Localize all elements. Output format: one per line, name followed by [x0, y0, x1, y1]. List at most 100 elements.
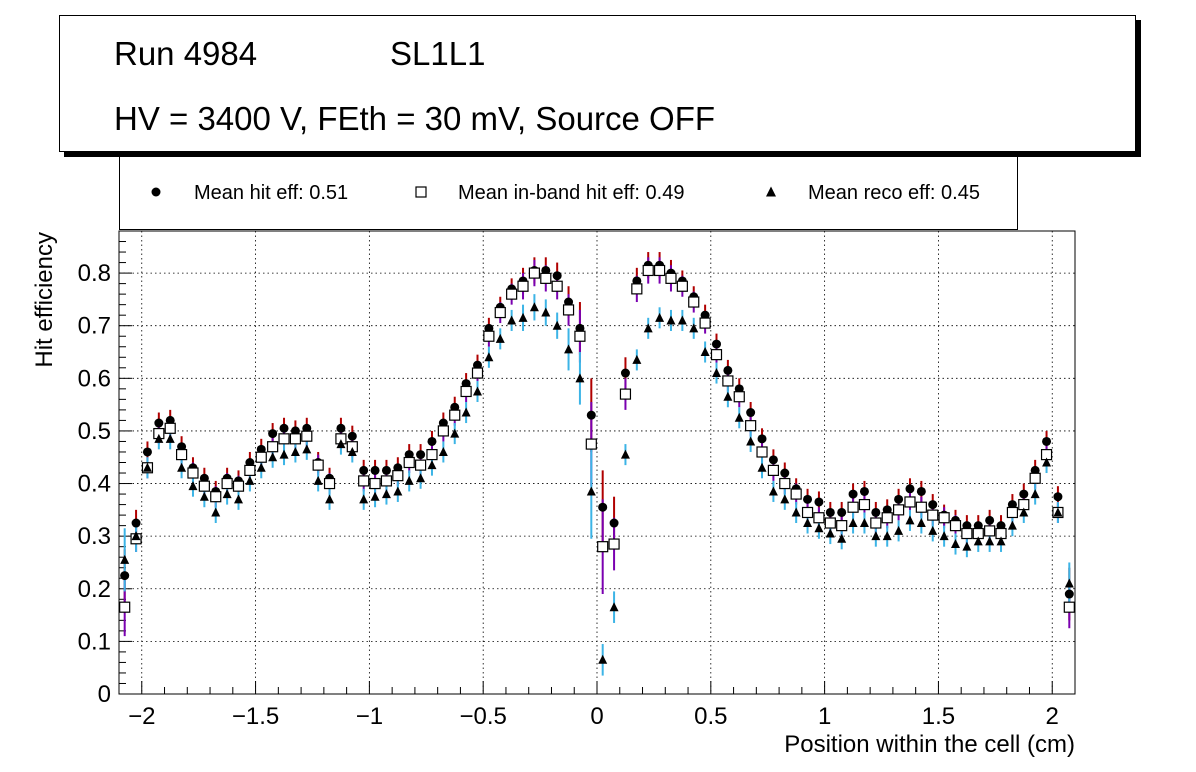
point-hit	[985, 515, 995, 525]
point-inband	[187, 467, 199, 479]
point-inband	[653, 264, 666, 277]
point-hit	[165, 415, 175, 425]
point-reco	[666, 315, 676, 325]
point-inband	[358, 475, 370, 487]
point-inband	[540, 272, 552, 284]
point-reco	[973, 536, 983, 546]
y-tick-label: 0.3	[78, 523, 111, 550]
conditions-label: HV = 3400 V, FEth = 30 mV, Source OFF	[114, 100, 716, 137]
point-hit	[120, 571, 130, 581]
point-inband	[608, 538, 620, 550]
point-reco	[609, 602, 619, 612]
error-bars	[123, 252, 1071, 676]
point-hit	[734, 384, 744, 394]
point-hit	[336, 423, 346, 433]
point-inband	[961, 527, 973, 540]
title-box: Run 4984 SL1L1 HV = 3400 V, FEth = 30 mV…	[59, 15, 1136, 152]
point-reco	[518, 312, 528, 322]
y-tick-label: 0.7	[78, 313, 111, 340]
axis-labels: Position within the cell (cm) Hit effici…	[31, 232, 1075, 758]
legend-marker-square	[415, 186, 427, 198]
point-inband	[767, 464, 780, 476]
y-tick-label: 0	[98, 681, 111, 708]
point-reco	[848, 518, 858, 528]
point-reco	[154, 433, 164, 443]
point-inband	[699, 317, 711, 329]
x-tick-label: −1.5	[232, 703, 279, 730]
point-reco	[757, 462, 767, 472]
point-reco	[268, 452, 278, 462]
point-reco	[632, 354, 642, 364]
point-hit	[404, 450, 414, 460]
point-inband	[1029, 472, 1041, 484]
point-hit	[438, 418, 448, 428]
point-reco	[734, 412, 744, 422]
point-inband	[312, 459, 324, 471]
x-tick-label: 2	[1046, 703, 1059, 730]
point-reco	[928, 525, 938, 535]
point-inband	[426, 449, 438, 461]
point-reco	[586, 486, 596, 496]
point-reco	[427, 460, 437, 470]
point-reco	[723, 391, 733, 401]
point-hit	[1019, 489, 1029, 499]
point-hit	[381, 465, 391, 475]
point-reco	[359, 494, 369, 504]
point-hit	[359, 465, 369, 475]
point-hit	[598, 502, 608, 512]
point-inband	[471, 367, 484, 379]
point-hit	[632, 276, 642, 286]
x-tick-label: −1	[356, 703, 383, 730]
axis-ticks: −2 −1.5 −1 −0.5 0 0.5 1 1.5 2 0 0.1 0.2 0.3 0.4 0.5 0.6…	[78, 230, 1076, 730]
point-reco	[712, 368, 721, 378]
point-inband	[756, 446, 768, 458]
point-inband	[506, 288, 518, 300]
y-tick-label: 0.8	[78, 260, 111, 287]
point-reco	[473, 386, 482, 396]
point-reco	[438, 446, 448, 456]
point-inband	[927, 509, 939, 521]
point-inband	[403, 456, 415, 469]
point-reco	[1064, 578, 1074, 588]
point-hit	[962, 521, 972, 531]
point-reco	[393, 486, 403, 496]
point-hit	[871, 507, 881, 517]
point-hit	[245, 458, 255, 467]
point-reco	[620, 449, 630, 459]
point-inband	[119, 601, 131, 613]
point-hit	[837, 507, 847, 517]
point-reco	[1007, 520, 1017, 530]
point-inband	[745, 420, 757, 432]
point-hit	[757, 434, 767, 444]
point-inband	[904, 496, 916, 508]
point-hit	[916, 486, 926, 496]
point-hit	[370, 465, 380, 475]
point-hit	[609, 518, 619, 528]
point-inband	[437, 425, 449, 437]
point-reco	[507, 315, 517, 325]
x-axis-title: Position within the cell (cm)	[784, 731, 1075, 758]
point-inband	[380, 475, 393, 487]
point-hit	[256, 444, 266, 454]
legend-label-inband: Mean in-band hit eff: 0.49	[458, 182, 685, 204]
point-hit	[290, 426, 300, 436]
point-inband	[198, 480, 210, 492]
point-reco	[643, 323, 653, 333]
point-reco	[165, 433, 175, 443]
point-hit	[780, 468, 790, 478]
point-reco	[245, 475, 255, 485]
point-reco	[564, 344, 574, 354]
point-reco	[199, 491, 209, 501]
point-inband	[938, 512, 950, 524]
point-inband	[551, 280, 563, 292]
point-hit	[450, 402, 460, 412]
point-reco	[882, 531, 892, 541]
point-inband	[494, 306, 506, 319]
point-inband	[369, 477, 381, 490]
point-hit	[620, 368, 630, 378]
point-reco	[290, 446, 300, 456]
y-tick-label: 0.6	[78, 365, 111, 392]
point-reco	[1030, 489, 1040, 499]
point-inband	[892, 504, 905, 516]
point-inband	[881, 512, 893, 524]
